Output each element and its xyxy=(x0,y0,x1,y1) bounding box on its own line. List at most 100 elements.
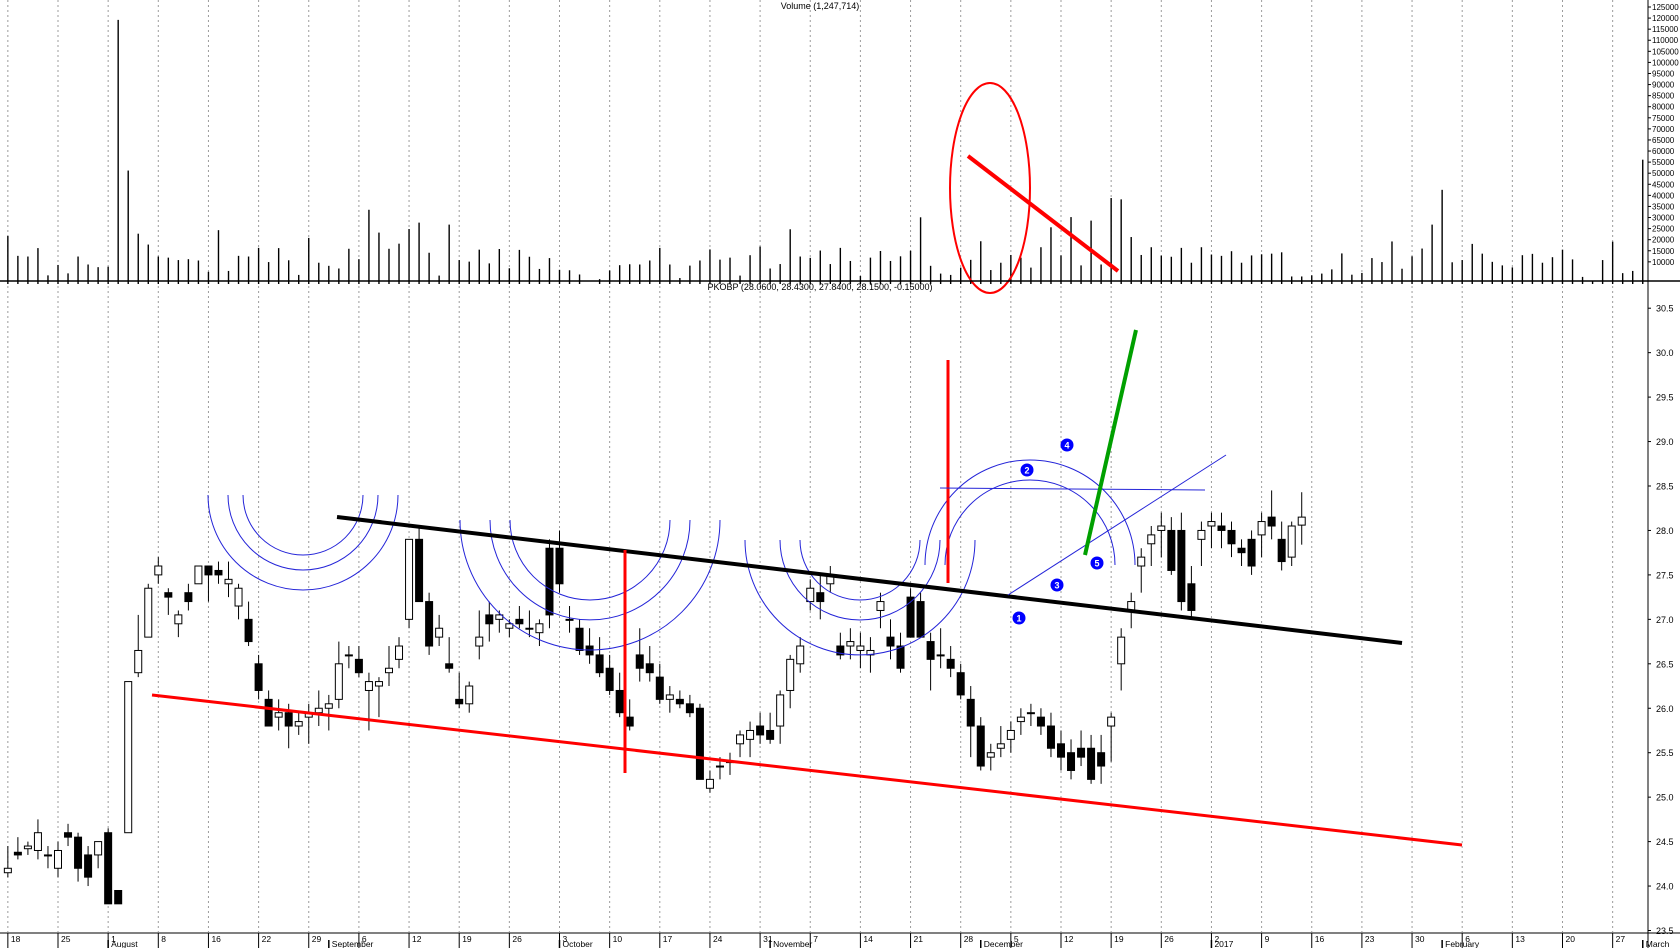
candle-body xyxy=(836,645,845,656)
candle-body xyxy=(294,721,303,727)
candle-body xyxy=(746,729,755,740)
candle-body xyxy=(94,841,103,856)
candle-body xyxy=(1157,525,1166,531)
candle-body xyxy=(665,694,674,700)
candle-body xyxy=(204,565,213,576)
date-axis-label: 16 xyxy=(1315,934,1325,944)
candle-body xyxy=(74,836,83,869)
candle-body xyxy=(796,645,805,665)
candle-body xyxy=(575,627,584,651)
blue-arc xyxy=(944,479,1116,566)
trendline-annotations: 1 2 3 4 5 xyxy=(151,82,1463,847)
date-axis-label: 26 xyxy=(512,934,522,944)
price-axis-label: 26.0 xyxy=(1656,704,1674,714)
candle-body xyxy=(254,663,263,691)
volume-axis-label: 35000 xyxy=(1652,202,1675,211)
date-axis-label: 29 xyxy=(312,934,322,944)
candle-body xyxy=(685,703,694,714)
wave-label-marker xyxy=(1020,463,1034,477)
price-axis-label: 30.5 xyxy=(1656,304,1674,314)
volume-axis-label: 15000 xyxy=(1652,247,1675,256)
candle-body xyxy=(736,734,745,745)
volume-trendline xyxy=(966,154,1120,273)
date-axis-label: 10 xyxy=(613,934,623,944)
price-axis-label: 28.0 xyxy=(1656,526,1674,536)
candle-body xyxy=(495,614,504,620)
volume-axis-label: 125000 xyxy=(1652,3,1679,12)
price-axis-label: 25.5 xyxy=(1656,748,1674,758)
candle-body xyxy=(1046,725,1055,749)
month-axis-label: September xyxy=(332,939,374,948)
date-axis-label: 3 xyxy=(563,934,568,944)
candle-body xyxy=(1187,583,1196,611)
price-axis-label: 24.0 xyxy=(1656,882,1674,892)
candle-body xyxy=(505,623,514,629)
volume-ellipse xyxy=(949,82,1031,294)
date-axis-label: 6 xyxy=(362,934,367,944)
candle-body xyxy=(996,743,1005,749)
candle-body xyxy=(33,832,42,851)
volume-axis-label: 65000 xyxy=(1652,136,1675,145)
candle-body xyxy=(1026,712,1035,715)
blue-trendline xyxy=(1007,454,1227,596)
candle-body xyxy=(756,725,765,736)
candle-body xyxy=(174,614,183,625)
date-axis-label: 13 xyxy=(1515,934,1525,944)
date-axis-label: 12 xyxy=(1064,934,1074,944)
candle-body xyxy=(314,707,323,714)
date-axis-label: 12 xyxy=(412,934,422,944)
candle-body xyxy=(445,663,454,669)
wave-label-marker xyxy=(1012,611,1026,625)
candle-body xyxy=(1227,529,1236,545)
candle-body xyxy=(214,569,223,576)
candle-body xyxy=(1006,729,1015,740)
volume-gridlines xyxy=(7,0,1614,280)
date-axis-label: 30 xyxy=(1415,934,1425,944)
candle-body xyxy=(766,729,775,740)
date-axis-label: 23 xyxy=(1365,934,1375,944)
candle-body xyxy=(986,752,995,758)
candle-body xyxy=(164,592,173,598)
date-axis-label: 22 xyxy=(262,934,272,944)
volume-axis-label: 100000 xyxy=(1652,58,1679,67)
candle-body xyxy=(1107,716,1116,727)
volume-axis-label: 115000 xyxy=(1652,25,1679,34)
month-axis-label: March xyxy=(1646,939,1670,948)
date-axis-label: 19 xyxy=(1114,934,1124,944)
candle-body xyxy=(84,854,93,878)
candle-body xyxy=(54,849,62,869)
candle-body xyxy=(274,712,283,718)
volume-axis-label: 70000 xyxy=(1652,125,1675,134)
wave-label-text: 2 xyxy=(1024,466,1029,476)
volume-axis-label: 55000 xyxy=(1652,158,1675,167)
candle-body xyxy=(1277,538,1286,563)
green-projection-line xyxy=(1083,329,1138,556)
volume-axis-label: 105000 xyxy=(1652,47,1679,56)
candle-body xyxy=(114,889,123,905)
date-axis-label: 19 xyxy=(462,934,472,944)
date-axis-label: 8 xyxy=(161,934,166,944)
volume-axis-label: 10000 xyxy=(1652,258,1675,267)
candle-body xyxy=(1137,556,1146,567)
date-axis-label: 31 xyxy=(763,934,773,944)
blue-arc xyxy=(227,494,379,571)
candle-body xyxy=(124,681,133,834)
candle-body xyxy=(384,667,393,674)
candle-body xyxy=(194,565,203,585)
date-axis-label: 16 xyxy=(211,934,221,944)
volume-axis-label: 45000 xyxy=(1652,180,1675,189)
date-axis-label: 7 xyxy=(813,934,818,944)
volume-axis-label: 60000 xyxy=(1652,147,1675,156)
month-axis-label: February xyxy=(1445,939,1480,948)
volume-axis-label: 95000 xyxy=(1652,69,1675,78)
red-support-line xyxy=(151,693,1463,847)
candle-body xyxy=(405,538,414,620)
candle-body xyxy=(956,672,965,696)
candle-body xyxy=(425,601,434,647)
candle-body xyxy=(655,676,664,700)
wave-label-text: 4 xyxy=(1064,441,1069,451)
price-axis-label: 25.0 xyxy=(1656,793,1674,803)
candle-body xyxy=(395,645,404,660)
candle-body xyxy=(455,698,464,705)
